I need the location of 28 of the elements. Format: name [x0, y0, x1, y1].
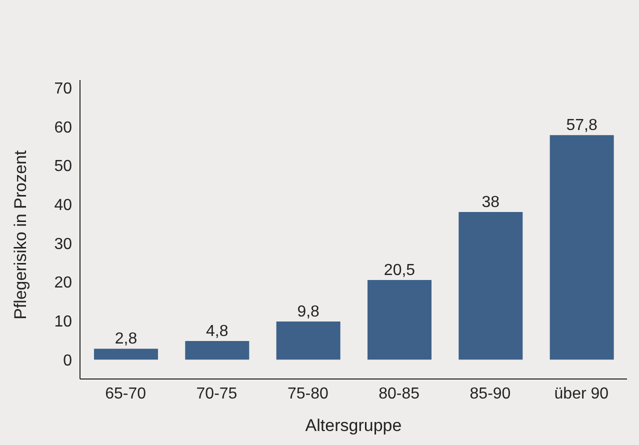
x-tick-label: 85-90	[470, 385, 511, 402]
bar	[94, 348, 158, 360]
bar	[458, 212, 523, 360]
bar	[368, 280, 432, 360]
bar	[276, 322, 340, 360]
x-tick-label: 80-85	[378, 385, 420, 402]
x-tick-label: über 90	[554, 385, 609, 402]
y-tick-label: 60	[54, 119, 72, 136]
data-label: 57,8	[566, 117, 598, 134]
bar	[550, 135, 614, 360]
x-tick-label: 75-80	[287, 385, 328, 402]
y-tick-label: 20	[54, 274, 72, 292]
data-label: 20,5	[384, 262, 416, 279]
y-tick-label: 50	[54, 158, 72, 176]
data-label: 9,8	[297, 304, 320, 321]
x-tick-label: 65-70	[105, 385, 146, 402]
data-label: 2,8	[114, 330, 138, 348]
data-label: 38	[482, 194, 500, 212]
x-tick-label: 70-75	[196, 385, 238, 402]
y-tick-label: 0	[63, 352, 72, 370]
y-axis-title: Pflegerisiko in Prozent	[11, 150, 30, 320]
y-tick-label: 10	[54, 313, 72, 330]
bar	[185, 340, 250, 360]
y-tick-label: 70	[54, 80, 72, 98]
y-tick-label: 30	[54, 236, 72, 253]
x-axis-title: Altersgruppe	[305, 416, 402, 435]
data-label: 4,8	[206, 322, 228, 340]
y-tick-label: 40	[54, 196, 72, 214]
